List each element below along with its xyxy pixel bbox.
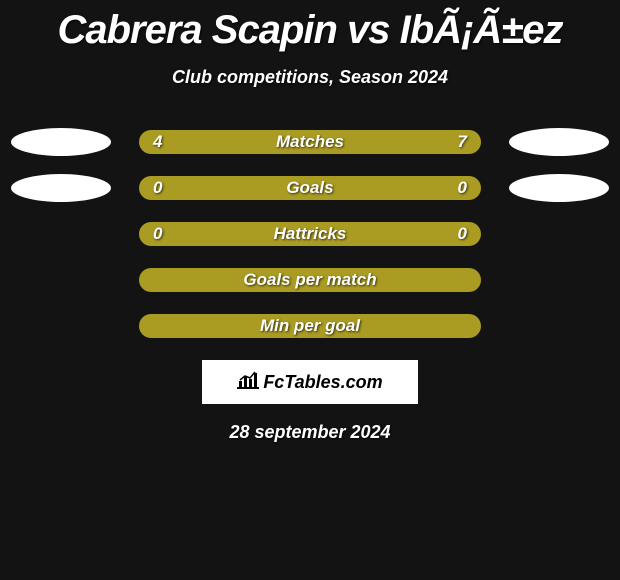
stat-row: 0Goals0	[0, 176, 620, 200]
stats-container: 4Matches70Goals00Hattricks0Goals per mat…	[0, 130, 620, 338]
source-logo: FcTables.com	[237, 371, 382, 394]
source-logo-text: FcTables.com	[263, 372, 382, 393]
comparison-subtitle: Club competitions, Season 2024	[0, 67, 620, 88]
stat-bar: 4Matches7	[139, 130, 481, 154]
stat-bar: 0Goals0	[139, 176, 481, 200]
stat-bar: Goals per match	[139, 268, 481, 292]
stat-bar: 0Hattricks0	[139, 222, 481, 246]
stat-row: 4Matches7	[0, 130, 620, 154]
stat-label: Min per goal	[139, 316, 481, 336]
stat-label: Hattricks	[139, 224, 481, 244]
player-right-avatar	[509, 174, 609, 202]
stat-label: Goals	[139, 178, 481, 198]
source-logo-box: FcTables.com	[202, 360, 418, 404]
stat-right-value: 0	[458, 178, 467, 198]
player-right-avatar	[509, 128, 609, 156]
stat-bar: Min per goal	[139, 314, 481, 338]
stat-row: 0Hattricks0	[0, 222, 620, 246]
stat-right-value: 0	[458, 224, 467, 244]
snapshot-date: 28 september 2024	[0, 422, 620, 443]
player-left-avatar	[11, 174, 111, 202]
stat-row: Min per goal	[0, 314, 620, 338]
player-left-avatar	[11, 128, 111, 156]
stat-label: Goals per match	[139, 270, 481, 290]
stat-label: Matches	[139, 132, 481, 152]
comparison-title: Cabrera Scapin vs IbÃ¡Ã±ez	[0, 0, 620, 53]
stat-right-value: 7	[458, 132, 467, 152]
chart-icon	[237, 371, 259, 394]
stat-row: Goals per match	[0, 268, 620, 292]
